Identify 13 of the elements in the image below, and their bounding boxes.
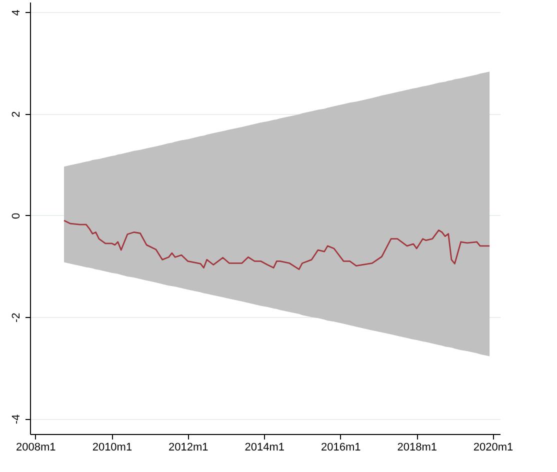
y-tick-label: -2 — [10, 312, 22, 322]
x-tick-label: 2008m1 — [16, 442, 56, 454]
y-tick-label: 4 — [10, 10, 22, 16]
line-series — [63, 220, 490, 270]
x-tick-label: 2010m1 — [92, 442, 132, 454]
y-tick-label: 2 — [10, 111, 22, 118]
x-tick-label: 2014m1 — [244, 442, 285, 454]
y-tick-label: -4 — [10, 414, 22, 424]
y-tick-label: 0 — [10, 212, 22, 220]
x-tick-label: 2018m1 — [397, 442, 438, 454]
x-tick-label: 2012m1 — [168, 442, 208, 454]
x-tick-label: 2020m1 — [473, 442, 514, 454]
x-tick-label: 2016m1 — [320, 442, 361, 454]
